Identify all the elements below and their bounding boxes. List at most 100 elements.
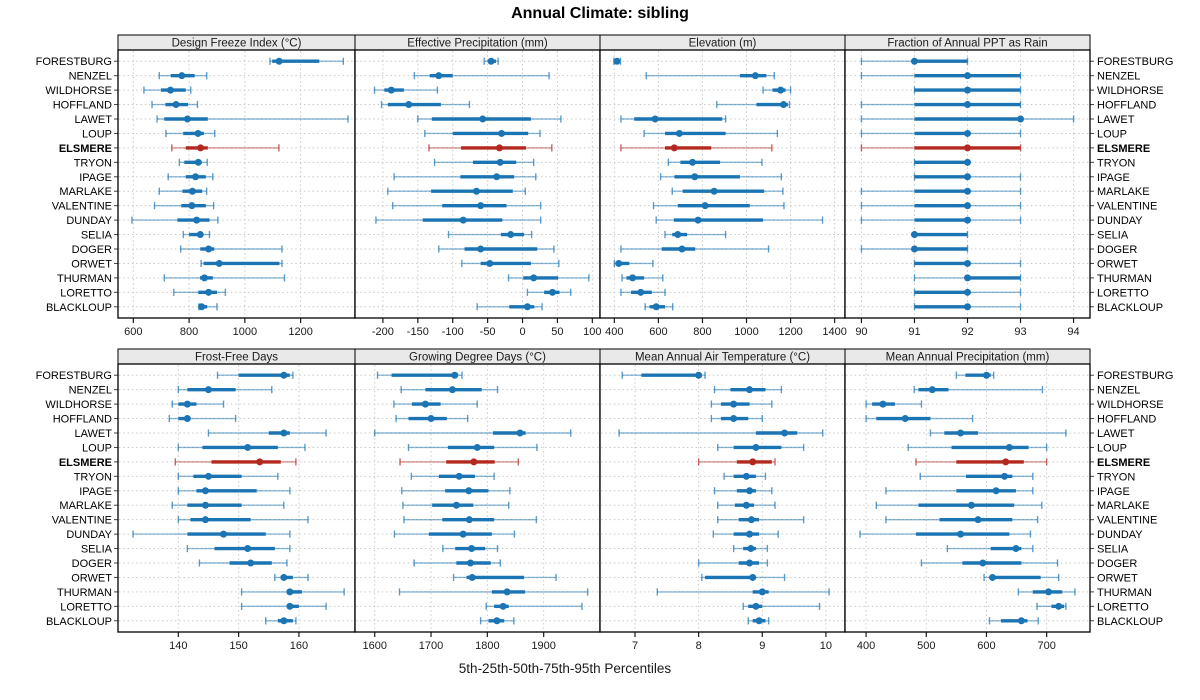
percentile-row-forestburg <box>269 57 344 65</box>
median-dot <box>777 86 785 94</box>
median-dot <box>964 216 971 224</box>
station-label-left-marlake: MARLAKE <box>59 500 112 512</box>
percentile-row-thurman <box>656 588 830 596</box>
panel-fraction-of-annual-ppt-as-rain: Fraction of Annual PPT as Rain 90 91 92 93 94… <box>844 34 1173 338</box>
panel-header-label: Design Freeze Index (°C) <box>172 38 302 50</box>
station-label-right-blackloup: BLACKLOUP <box>1097 302 1163 314</box>
median-dot <box>280 617 288 625</box>
median-dot <box>746 487 754 495</box>
x-tick-label: 500 <box>917 640 935 652</box>
percentile-row-lawet <box>156 115 349 123</box>
percentile-row-thurman <box>1017 588 1076 596</box>
median-dot <box>197 144 205 152</box>
median-dot <box>695 371 703 379</box>
station-label-left-valentine: VALENTINE <box>52 201 112 213</box>
median-dot <box>194 129 202 137</box>
percentile-row-loup <box>165 129 216 138</box>
percentile-row-marlake <box>860 187 1022 195</box>
percentile-row-loretto <box>526 288 572 296</box>
panel-header-label: Mean Annual Precipitation (mm) <box>886 352 1050 364</box>
station-label-left-marlake: MARLAKE <box>59 186 112 198</box>
percentile-row-doger <box>620 245 770 253</box>
station-label-left-forestburg: FORESTBURG <box>36 370 112 382</box>
percentile-row-lawet <box>929 429 1067 437</box>
median-dot <box>468 573 476 581</box>
median-dot <box>183 415 191 423</box>
median-dot <box>982 371 990 379</box>
median-dot <box>493 173 501 181</box>
median-dot <box>678 245 686 253</box>
median-dot <box>495 144 503 152</box>
station-label-right-dunday: DUNDAY <box>1097 215 1143 227</box>
x-tick-label: 800 <box>693 326 711 338</box>
station-label-left-doger: DOGER <box>72 558 112 570</box>
percentile-row-blackloup <box>747 617 770 625</box>
percentile-row-thurman <box>507 274 590 282</box>
percentile-row-marlake <box>875 501 1043 509</box>
percentile-row-hoffland <box>710 414 763 423</box>
percentile-row-dunday <box>860 216 1022 224</box>
median-dot <box>172 101 180 109</box>
percentile-row-hoffland <box>395 414 469 423</box>
median-dot <box>967 501 975 509</box>
percentile-row-valentine <box>391 202 542 210</box>
x-tick-label: 100 <box>583 326 601 338</box>
x-tick-label: 400 <box>605 326 623 338</box>
median-dot <box>201 516 209 524</box>
percentile-row-wildhorse <box>171 400 225 408</box>
percentile-row-wildhorse <box>393 400 478 408</box>
station-label-right-doger: DOGER <box>1097 244 1137 256</box>
percentile-row-marlake <box>387 187 527 195</box>
median-dot <box>507 231 515 239</box>
station-label-right-lawet: LAWET <box>1097 114 1135 126</box>
median-dot <box>275 57 283 65</box>
x-tick-label: 0 <box>519 326 525 338</box>
percentile-row-valentine <box>177 516 309 524</box>
median-dot <box>549 288 557 296</box>
percentile-row-thurman <box>621 274 664 282</box>
percentile-row-orwet <box>701 573 786 582</box>
percentile-row-loretto <box>240 602 327 610</box>
station-label-right-dunday: DUNDAY <box>1097 529 1143 541</box>
median-dot <box>742 501 750 509</box>
percentile-row-orwet <box>613 259 654 268</box>
station-label-right-selia: SELIA <box>1097 230 1129 242</box>
median-dot <box>751 72 759 80</box>
x-tick-label: 140 <box>169 640 187 652</box>
median-dot <box>910 231 918 239</box>
median-dot <box>964 202 971 210</box>
median-dot <box>205 245 213 253</box>
median-dot <box>974 516 982 524</box>
station-label-right-forestburg: FORESTBURG <box>1097 370 1173 382</box>
percentile-row-lawet <box>860 115 1075 123</box>
median-dot <box>629 274 637 282</box>
x-tick-label: 94 <box>1067 326 1079 338</box>
station-label-right-forestburg: FORESTBURG <box>1097 56 1173 68</box>
station-label-right-elsmere: ELSMERE <box>1097 143 1150 155</box>
median-dot <box>280 429 288 437</box>
percentile-row-forestburg <box>613 57 622 65</box>
station-label-left-nenzel: NENZEL <box>69 71 112 83</box>
station-label-left-hoffland: HOFFLAND <box>53 414 112 426</box>
percentile-row-valentine <box>403 516 538 524</box>
x-tick-label: 93 <box>1014 326 1026 338</box>
percentile-row-ipage <box>393 173 537 181</box>
percentile-row-hoffland <box>151 100 199 109</box>
median-dot <box>749 458 757 466</box>
percentile-row-loretto <box>173 288 227 296</box>
median-dot <box>387 86 395 94</box>
station-label-left-forestburg: FORESTBURG <box>36 56 112 68</box>
median-dot <box>201 501 209 509</box>
median-dot <box>472 187 480 195</box>
percentile-row-loup <box>717 443 805 452</box>
percentile-row-tryon <box>433 158 535 166</box>
median-dot <box>742 472 750 480</box>
percentile-row-selia <box>442 544 499 553</box>
percentile-row-lawet <box>417 115 562 123</box>
percentile-row-marlake <box>171 501 285 509</box>
percentile-row-ipage <box>885 487 1034 495</box>
panel-design-freeze-index-c: Design Freeze Index (°C) 600 800 1000 1200 FO… <box>36 34 356 338</box>
median-dot <box>196 231 204 239</box>
station-label-right-hoffland: HOFFLAND <box>1097 414 1156 426</box>
percentile-row-orwet <box>452 573 557 582</box>
